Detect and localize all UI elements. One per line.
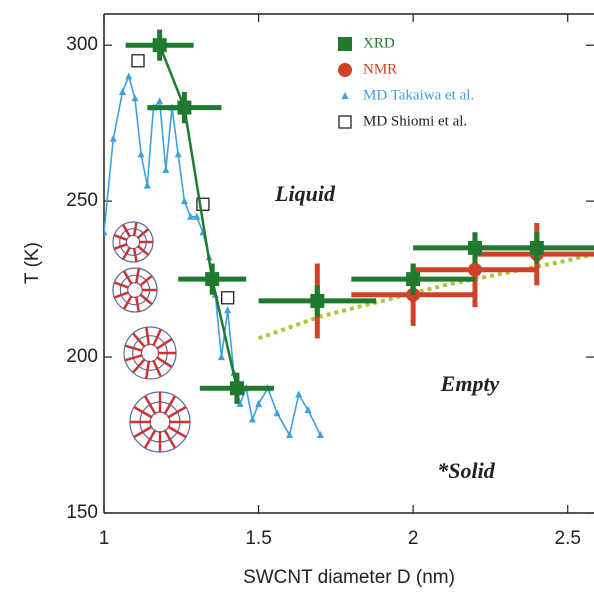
tube-bond	[145, 360, 151, 379]
tube-bond	[133, 405, 153, 419]
point	[109, 134, 117, 142]
point	[529, 240, 544, 255]
point	[295, 390, 303, 398]
point	[156, 97, 164, 105]
tube-bond	[163, 395, 177, 415]
legend-label: MD Takaiwa et al.	[363, 87, 474, 103]
tube-bond	[136, 228, 150, 240]
tube-bond	[143, 429, 157, 449]
point	[310, 293, 325, 308]
point	[229, 381, 244, 396]
tube-bond	[167, 405, 187, 419]
point	[162, 165, 170, 173]
x-tick-label: 1	[99, 528, 110, 549]
legend-label: NMR	[363, 61, 397, 77]
point	[236, 399, 244, 407]
tube-bond	[124, 353, 143, 362]
tube-bond	[122, 270, 133, 285]
x-axis-label: SWCNT diameter D (nm)	[243, 567, 455, 588]
point	[217, 353, 225, 361]
tube-bond	[132, 247, 138, 262]
point	[119, 87, 127, 95]
point	[137, 150, 145, 158]
point	[467, 262, 482, 277]
tube-bond	[152, 359, 162, 378]
point	[187, 212, 195, 220]
point	[131, 94, 139, 102]
tube-bond	[113, 242, 128, 251]
tube-bond	[139, 293, 153, 306]
point	[125, 72, 133, 80]
point	[248, 415, 256, 423]
point	[174, 150, 182, 158]
point	[143, 181, 151, 189]
point	[285, 431, 293, 439]
tube-bond	[113, 233, 128, 242]
point	[273, 409, 281, 417]
y-tick-label: 300	[66, 34, 98, 55]
y-tick-label: 250	[66, 190, 98, 211]
legend-label: MD Shiomi et al.	[363, 113, 467, 129]
tube-bond	[136, 244, 150, 256]
tube-bond	[134, 296, 141, 312]
legend-label: XRD	[363, 35, 395, 51]
legend-marker	[338, 37, 352, 51]
tube-bond	[145, 327, 151, 346]
series-line	[158, 44, 239, 389]
y-tick-label: 150	[66, 502, 98, 523]
tube-bond	[121, 246, 132, 260]
tube-bond	[155, 337, 173, 350]
point	[406, 272, 421, 287]
tube-bond	[121, 224, 132, 238]
x-tick-label: 1.5	[245, 528, 271, 549]
legend-marker	[341, 92, 349, 99]
plot-area	[104, 29, 594, 439]
tube-bond	[139, 274, 153, 287]
tube-ring	[149, 411, 171, 433]
point	[304, 406, 312, 414]
point	[205, 272, 220, 287]
point	[193, 212, 201, 220]
tube-bond	[122, 295, 133, 310]
tube-bond	[113, 291, 130, 299]
x-tick-label: 2	[408, 528, 419, 549]
fit-curve	[257, 252, 594, 341]
x-tick-label: 2.5	[555, 528, 581, 549]
tube-bond	[132, 332, 146, 348]
y-tick-label: 200	[66, 346, 98, 367]
point	[104, 228, 108, 236]
point	[221, 291, 235, 305]
tube-bond	[155, 356, 173, 369]
y-axis-label: T (K)	[22, 242, 43, 284]
point	[131, 54, 145, 68]
point	[224, 306, 232, 314]
tube-bond	[152, 328, 162, 347]
legend-marker	[338, 115, 352, 129]
point	[177, 100, 192, 115]
tube-bond	[124, 344, 143, 353]
point	[316, 431, 324, 439]
tube-bond	[134, 268, 141, 284]
nanotube-icons	[112, 221, 191, 453]
point	[180, 197, 188, 205]
tube-bond	[133, 425, 153, 439]
tube-bond	[113, 281, 130, 289]
annotation: *Solid	[437, 458, 495, 483]
tube-bond	[163, 429, 177, 449]
tube-bond	[132, 358, 146, 374]
tube-bond	[132, 222, 138, 237]
annotation: Liquid	[274, 181, 336, 206]
tube-bond	[167, 425, 187, 439]
tube-bond	[143, 395, 157, 415]
legend-marker	[338, 63, 352, 77]
point	[152, 38, 167, 53]
annotation: Empty	[440, 371, 500, 396]
point	[255, 399, 263, 407]
